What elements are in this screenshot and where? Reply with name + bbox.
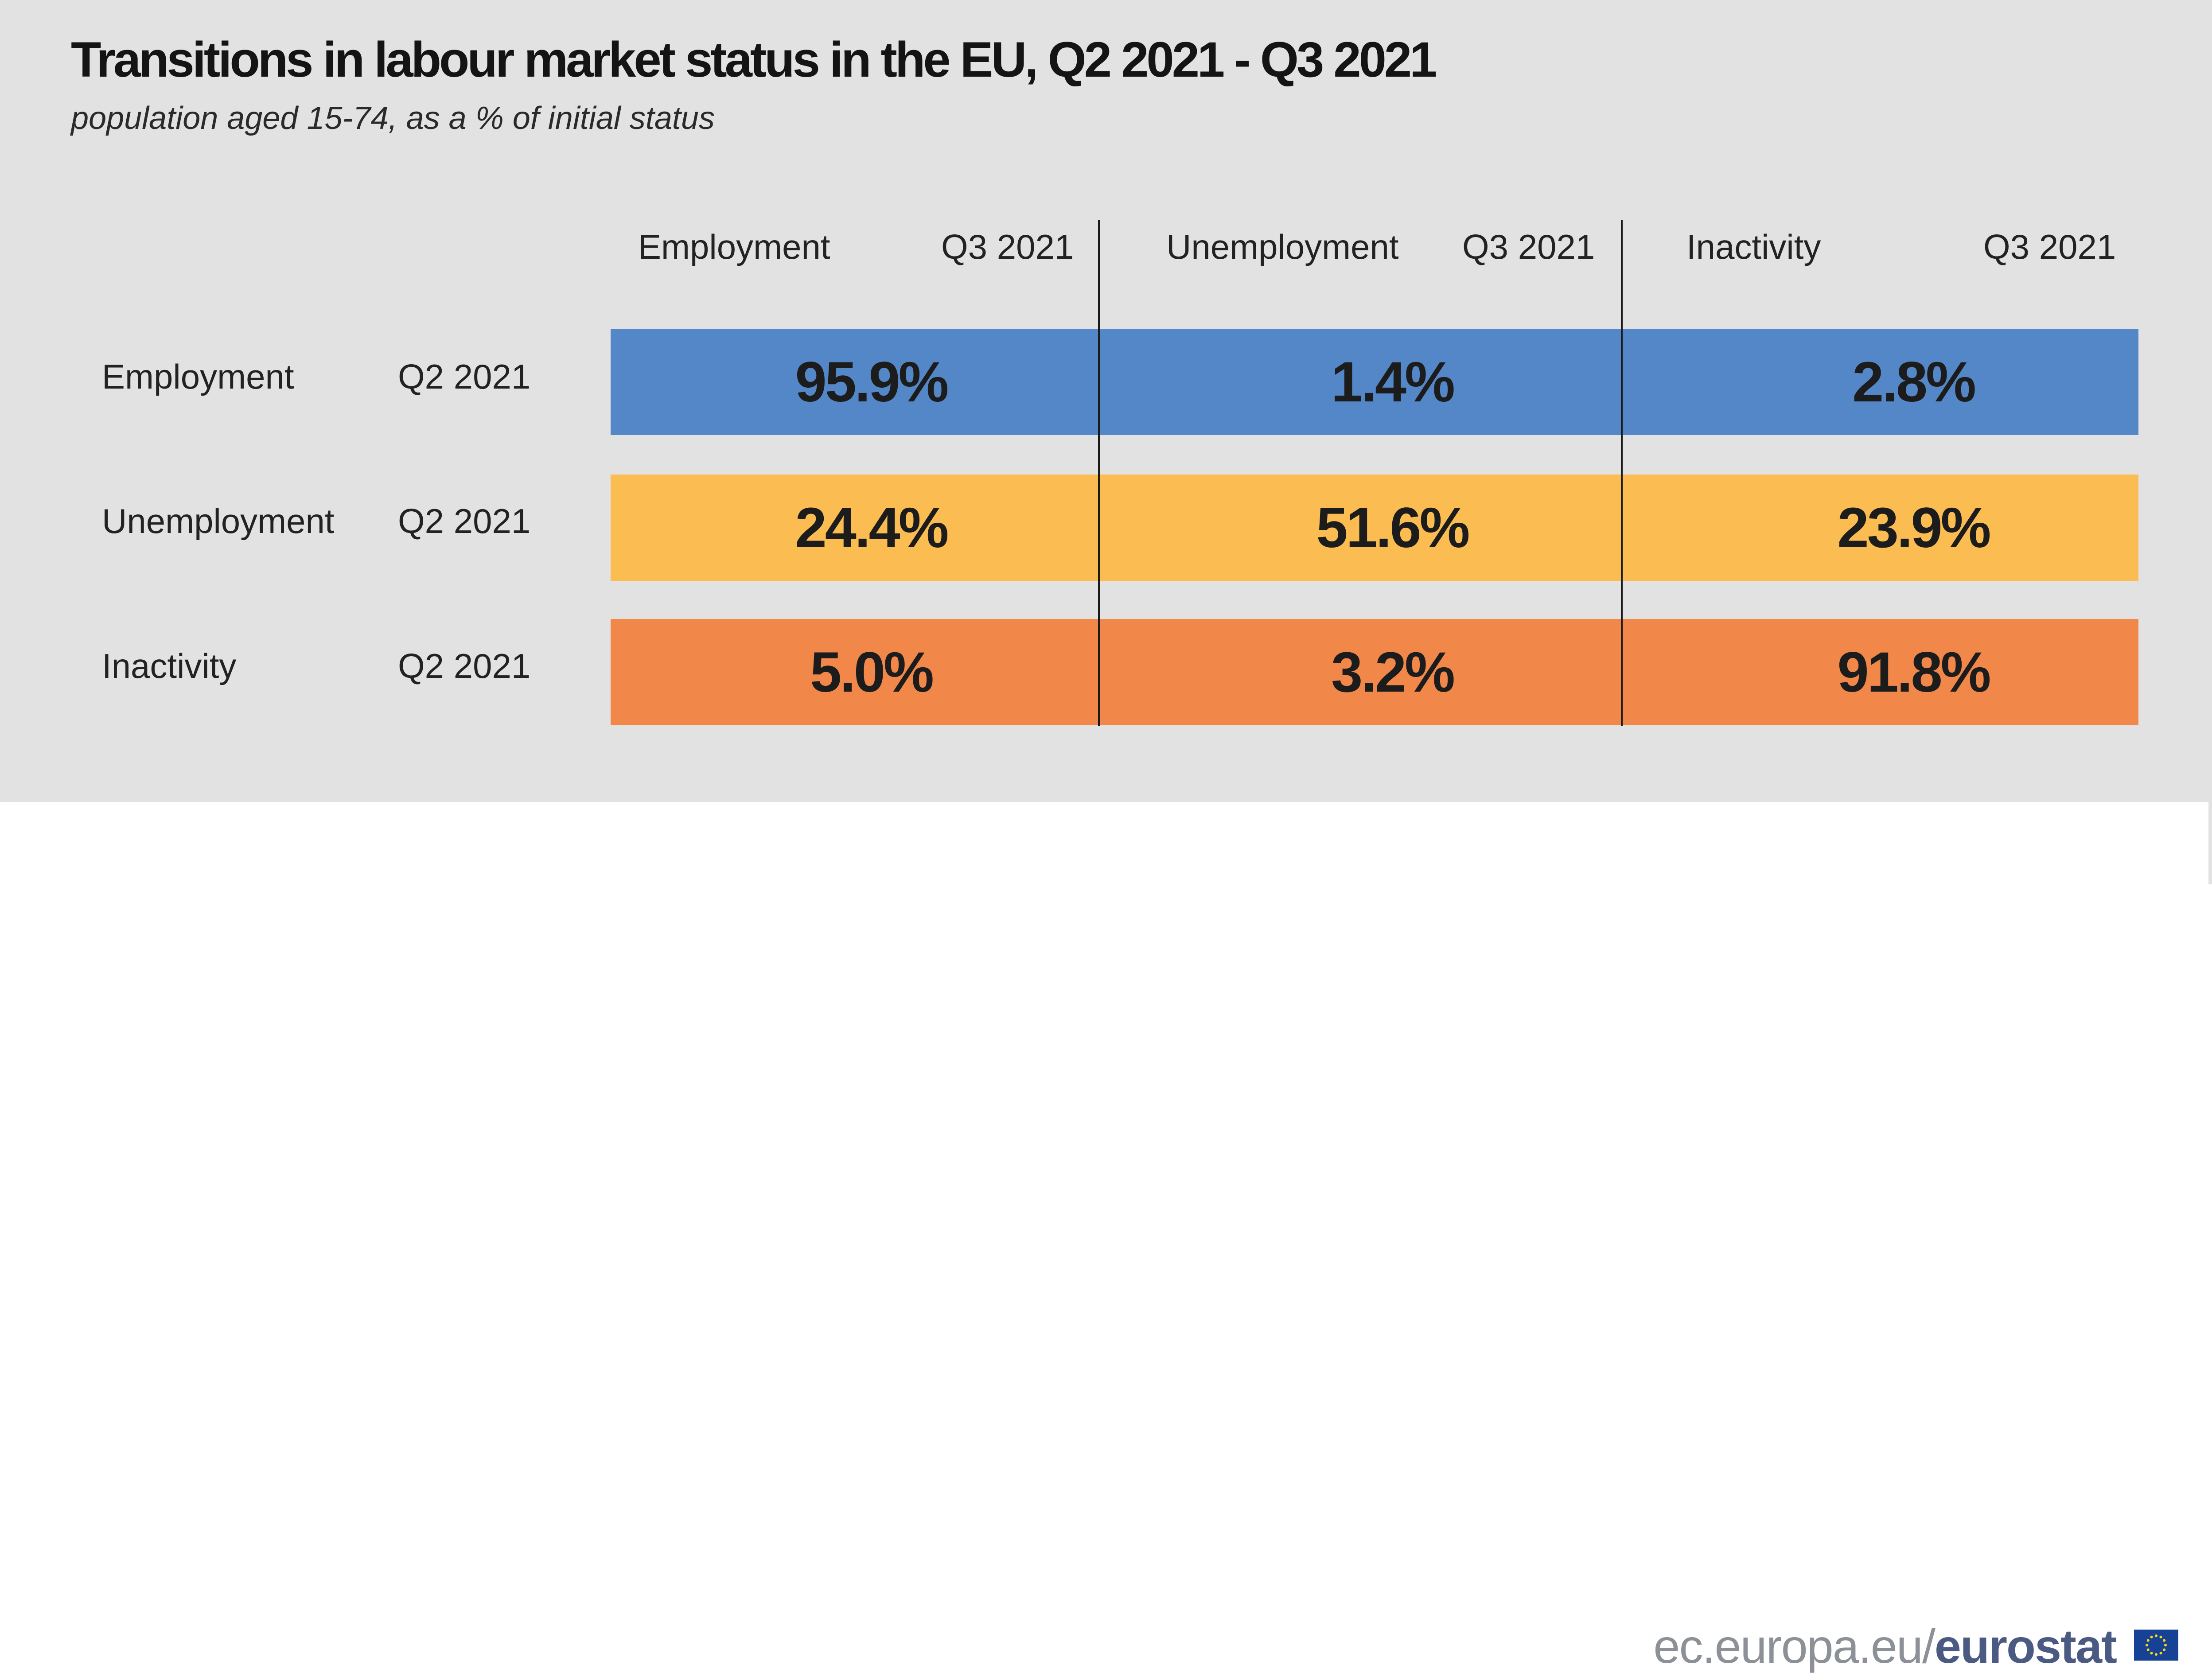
cell-unemployment-to-employment: 24.4% [795, 496, 949, 560]
cell-employment-to-inactivity: 2.8% [1852, 350, 1976, 414]
row-inactivity-label: Inactivity [102, 646, 237, 685]
row-unemployment-band: 24.4% 51.6% 23.9% [611, 475, 2138, 581]
row-inactivity-band: 5.0% 3.2% 91.8% [611, 619, 2138, 725]
brand-name: eurostat [1934, 1619, 2117, 1673]
cell-unemployment-to-unemployment: 51.6% [1316, 496, 1470, 560]
footer: ec.europa.eu/eurostat [0, 802, 2212, 1670]
row-employment-period: Q2 2021 [398, 357, 531, 396]
col-employment-label: Employment [638, 227, 830, 266]
col-unemployment-label: Unemployment [1166, 227, 1399, 266]
eu-flag-icon [2134, 1630, 2178, 1661]
cell-inactivity-to-employment: 5.0% [810, 640, 934, 704]
col-inactivity-period: Q3 2021 [1983, 227, 2116, 266]
row-employment-label: Employment [102, 357, 294, 396]
row-unemployment-label: Unemployment [102, 502, 335, 541]
col-unemployment-period: Q3 2021 [1462, 227, 1595, 266]
eurostat-logo-link[interactable]: ec.europa.eu/eurostat [1653, 1619, 2117, 1673]
col-inactivity-label: Inactivity [1686, 227, 1821, 266]
chart-subtitle: population aged 15-74, as a % of initial… [71, 101, 715, 136]
cell-unemployment-to-inactivity: 23.9% [1837, 496, 1991, 560]
column-divider [1621, 220, 1623, 726]
cell-employment-to-unemployment: 1.4% [1331, 350, 1455, 414]
cell-employment-to-employment: 95.9% [795, 350, 949, 414]
site-url: ec.europa.eu/ [1653, 1619, 1935, 1673]
row-unemployment-period: Q2 2021 [398, 502, 531, 541]
row-inactivity-period: Q2 2021 [398, 646, 531, 685]
col-employment-period: Q3 2021 [941, 227, 1074, 266]
chart-title: Transitions in labour market status in t… [71, 32, 1437, 87]
row-employment-band: 95.9% 1.4% 2.8% [611, 329, 2138, 435]
column-divider [1098, 220, 1100, 726]
cell-inactivity-to-inactivity: 91.8% [1837, 640, 1991, 704]
chart-panel: Transitions in labour market status in t… [0, 0, 2212, 802]
cell-inactivity-to-unemployment: 3.2% [1331, 640, 1455, 704]
